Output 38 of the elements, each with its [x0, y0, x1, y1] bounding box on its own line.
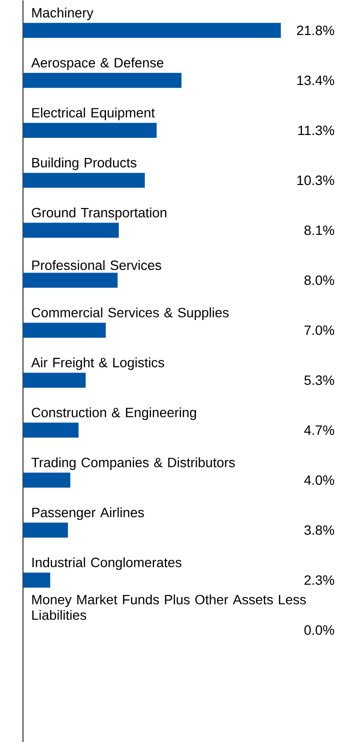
- bar: [23, 472, 70, 488]
- data-label: 2.3%: [304, 575, 334, 585]
- bar: [23, 222, 119, 238]
- y-tick-label: Money Market Funds Plus Other Assets Less Liabilities: [32, 594, 306, 620]
- y-tick-label: Ground Transportation: [32, 208, 166, 220]
- data-label: 13.4%: [297, 76, 334, 86]
- y-tick-label: Industrial Conglomerates: [32, 557, 182, 570]
- y-tick-label: Aerospace & Defense: [31, 58, 164, 70]
- bar: [23, 172, 145, 188]
- data-label: 8.1%: [304, 226, 334, 236]
- y-tick-label: Passenger Airlines: [32, 507, 144, 520]
- data-label: 10.3%: [297, 176, 334, 186]
- data-label: 7.0%: [304, 325, 334, 335]
- data-label: 11.3%: [298, 126, 334, 136]
- bar: [23, 72, 182, 88]
- y-tick-label: Machinery: [32, 8, 94, 20]
- data-label: 8.0%: [304, 275, 334, 286]
- bar: [23, 422, 79, 438]
- y-tick-label: Electrical Equipment: [32, 108, 155, 120]
- bar: [23, 322, 106, 338]
- y-tick-label: Commercial Services & Supplies: [32, 307, 229, 320]
- data-label: 4.0%: [304, 475, 334, 485]
- bar: [23, 122, 157, 138]
- data-label: 0.0%: [304, 625, 334, 635]
- y-tick-label: Professional Services: [32, 260, 162, 270]
- data-label: 3.8%: [304, 525, 334, 535]
- bar: [23, 522, 68, 538]
- y-tick-label: Air Freight & Logistics: [31, 357, 164, 370]
- y-tick-label: Trading Companies & Distributors: [32, 457, 235, 470]
- data-label: 21.8%: [297, 26, 334, 36]
- bar: [23, 272, 118, 288]
- data-label: 4.7%: [304, 425, 334, 435]
- data-label: 5.3%: [304, 375, 334, 385]
- y-tick-label: Building Products: [32, 158, 137, 170]
- bar: [23, 22, 281, 38]
- bar: [23, 372, 86, 388]
- y-tick-label: Construction & Engineering: [32, 407, 196, 420]
- bar: [23, 572, 50, 588]
